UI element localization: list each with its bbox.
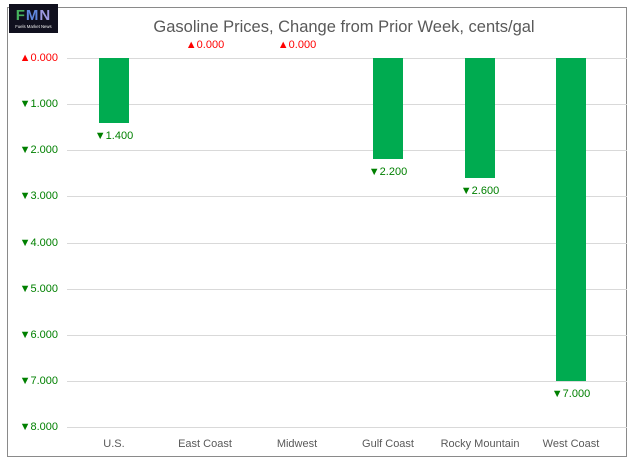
bar-value-label: ▼7.000	[551, 388, 591, 400]
fmn-logo-subtext: Fuels Market News	[15, 23, 52, 30]
gridline	[67, 196, 627, 197]
bar-value-label: ▲0.000	[277, 39, 317, 51]
logo-letter: F	[15, 6, 26, 24]
category-label: Gulf Coast	[362, 438, 414, 450]
category-label: Midwest	[276, 438, 318, 450]
chart-title: Gasoline Prices, Change from Prior Week,…	[153, 18, 535, 36]
y-tick-label: ▲0.000	[19, 52, 58, 64]
fmn-logo-letters: FMN	[15, 6, 52, 24]
y-tick-label: ▼8.000	[19, 421, 58, 433]
gridline	[67, 289, 627, 290]
category-label: East Coast	[178, 438, 232, 450]
bar-value-label: ▲0.000	[185, 39, 225, 51]
gridline	[67, 58, 627, 59]
gridline	[67, 104, 627, 105]
bar	[465, 58, 495, 178]
bar-value-label: ▼1.400	[94, 130, 134, 142]
y-tick-label: ▼2.000	[19, 144, 58, 156]
bar	[556, 58, 586, 381]
logo-letter: N	[39, 6, 52, 24]
bar-value-label: ▼2.200	[368, 166, 408, 178]
y-tick-label: ▼7.000	[19, 375, 58, 387]
gridline	[67, 427, 627, 428]
category-label: Rocky Mountain	[440, 438, 520, 450]
category-label: West Coast	[542, 438, 600, 450]
y-tick-label: ▼1.000	[19, 98, 58, 110]
gridline	[67, 150, 627, 151]
gridline	[67, 243, 627, 244]
gridline	[67, 381, 627, 382]
y-tick-label: ▼4.000	[19, 237, 58, 249]
y-tick-label: ▼5.000	[19, 283, 58, 295]
y-tick-label: ▼6.000	[19, 329, 58, 341]
logo-letter: M	[25, 6, 40, 24]
y-tick-label: ▼3.000	[19, 190, 58, 202]
bar-value-label: ▼2.600	[460, 185, 500, 197]
bar	[99, 58, 129, 123]
fmn-logo: FMN Fuels Market News	[9, 4, 58, 33]
category-label: U.S.	[103, 438, 125, 450]
gridline	[67, 335, 627, 336]
bar	[373, 58, 403, 159]
